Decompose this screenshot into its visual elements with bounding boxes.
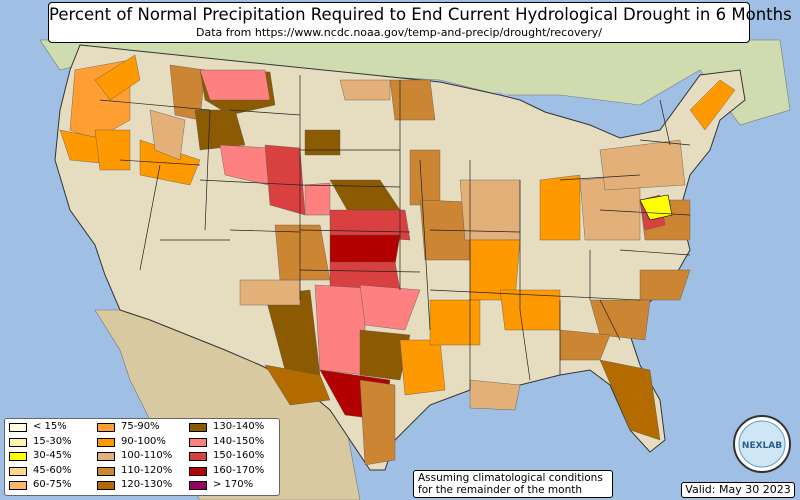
drought-region xyxy=(199,69,271,101)
legend-label: 90-100% xyxy=(121,435,166,447)
legend-label: 150-160% xyxy=(213,450,265,461)
legend-swatch xyxy=(189,423,207,432)
legend-swatch xyxy=(97,452,115,461)
legend-swatch xyxy=(97,481,115,490)
legend-swatch xyxy=(189,481,207,490)
logo-text: NEXLAB xyxy=(742,441,782,451)
drought-region xyxy=(274,224,331,281)
drought-region xyxy=(264,144,306,216)
legend-label: 130-140% xyxy=(213,421,265,432)
title-box: Percent of Normal Precipitation Required… xyxy=(48,2,792,43)
drought-region xyxy=(389,79,436,121)
drought-region xyxy=(219,144,271,186)
drought-region xyxy=(639,269,691,301)
drought-region xyxy=(539,174,581,241)
drought-region xyxy=(239,279,301,306)
valid-date: Valid: May 30 2023 xyxy=(681,482,795,498)
drought-region xyxy=(329,234,401,266)
legend-label: 100-110% xyxy=(121,450,173,461)
drought-region xyxy=(399,339,446,396)
legend-swatch xyxy=(97,437,115,447)
map-title: Percent of Normal Precipitation Required… xyxy=(49,5,792,24)
legend-label: 75-90% xyxy=(121,421,160,432)
legend-label: 45-60% xyxy=(33,464,72,476)
assumption-note: Assuming climatological conditions for t… xyxy=(413,470,613,498)
legend-swatch xyxy=(189,437,207,447)
legend-swatch xyxy=(189,452,207,461)
drought-region xyxy=(359,379,396,466)
legend-swatch xyxy=(9,481,27,490)
state-borders xyxy=(99,75,691,390)
legend-label: 110-120% xyxy=(121,464,173,476)
drought-region xyxy=(194,109,246,151)
legend-label: 15-30% xyxy=(33,435,72,447)
drought-region xyxy=(304,129,341,156)
drought-region xyxy=(264,364,331,406)
legend-swatch xyxy=(97,466,115,476)
legend-label: > 170% xyxy=(213,479,254,490)
drought-region xyxy=(599,139,686,191)
drought-region xyxy=(314,284,366,376)
drought-region xyxy=(149,109,186,161)
drought-region xyxy=(599,359,661,441)
legend-swatch xyxy=(97,423,115,432)
legend-swatch xyxy=(9,423,27,432)
legend-label: 30-45% xyxy=(33,450,72,461)
assumption-line-1: Assuming climatological conditions xyxy=(418,472,603,484)
legend-label: 140-150% xyxy=(213,435,265,447)
drought-region xyxy=(429,299,481,346)
legend-swatch xyxy=(9,452,27,461)
drought-region xyxy=(469,379,521,411)
drought-region xyxy=(409,149,441,206)
drought-region xyxy=(94,54,141,101)
nexlab-logo: NEXLAB xyxy=(733,415,791,473)
legend-swatch xyxy=(189,466,207,476)
drought-region xyxy=(339,79,391,101)
map-subtitle: Data from https://www.ncdc.noaa.gov/temp… xyxy=(196,26,602,39)
legend-label: 60-75% xyxy=(33,479,72,490)
legend-swatch xyxy=(9,437,27,447)
assumption-line-2: for the remainder of the month xyxy=(418,484,583,496)
drought-region xyxy=(329,209,411,241)
legend: < 15% 15-30% 30-45% 45-60% 60-75% 75-90% 90-10… xyxy=(4,418,280,496)
drought-region xyxy=(359,329,411,381)
legend-label: 120-130% xyxy=(121,479,173,490)
legend-label: < 15% xyxy=(33,421,67,432)
drought-region xyxy=(304,182,331,216)
legend-label: 160-170% xyxy=(213,464,265,476)
legend-swatch xyxy=(9,466,27,476)
drought-regions xyxy=(59,54,736,466)
drought-region xyxy=(94,129,131,171)
drought-region xyxy=(689,79,736,131)
